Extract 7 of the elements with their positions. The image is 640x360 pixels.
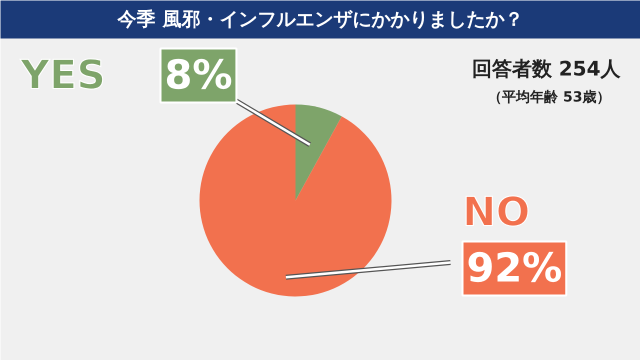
slice-label: NO [462,190,530,236]
chart-title: 今季 風邪・インフルエンザにかかりましたか？ [116,8,524,30]
legend-label: YES [20,52,106,98]
data-label: 8% [164,52,232,98]
text: （平均年齢 53歳） [488,90,611,106]
data-label: 92% [466,246,562,292]
text: 回答者数 254人 [472,56,622,80]
